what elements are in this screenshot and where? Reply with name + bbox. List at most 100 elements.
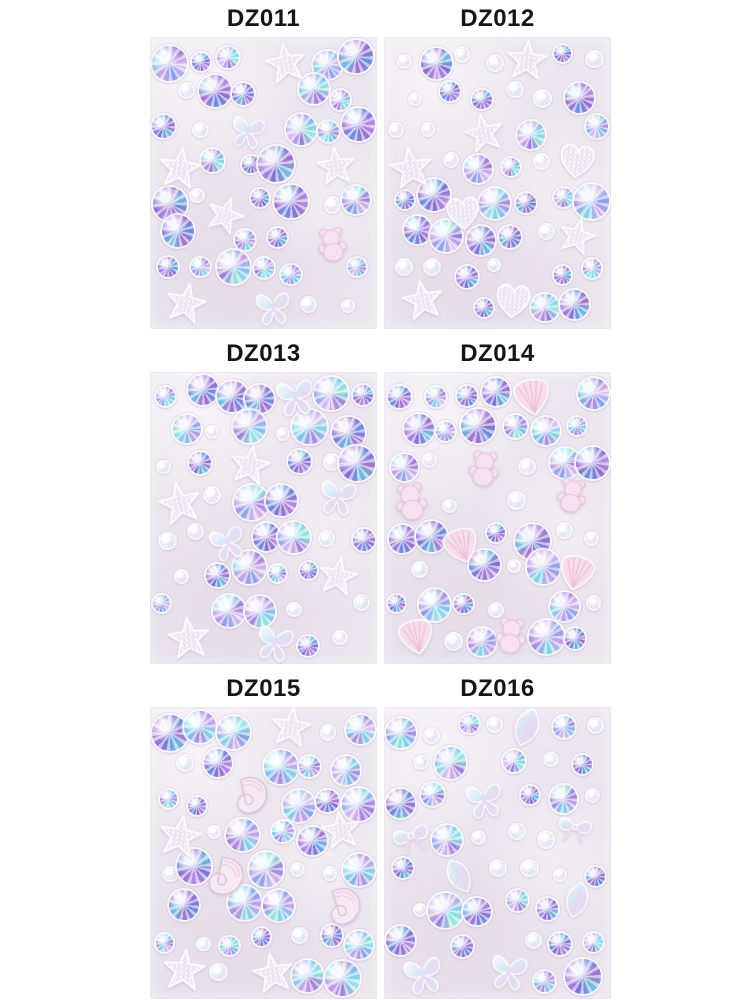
starfish-sticker [153,809,206,862]
rhinestone-gem [198,74,232,108]
rhinestone-gem [393,858,413,878]
rhinestone-gem [587,51,602,67]
rhinestone-gem [314,376,348,411]
rhinestone-gem [213,595,245,627]
rhinestone-gem [180,84,193,97]
rhinestone-gem [263,890,295,922]
rhinestone-gem [527,934,541,948]
rhinestone-gem [155,386,176,407]
rhinestone-gem [588,719,602,732]
rhinestone-gem [404,216,432,244]
rhinestone-gem [263,750,298,784]
rhinestone-gem [157,256,178,277]
rhinestone-gem [526,549,561,584]
rhinestone-gem [421,48,452,79]
rhinestone-gem [388,525,417,554]
bear-sticker [461,445,507,491]
rhinestone-gem [198,938,209,950]
rhinestone-gem [220,937,239,956]
rhinestone-gem [454,594,473,614]
rhinestone-gem [187,796,206,815]
rhinestone-gem [194,123,208,137]
rhinestone-gem [324,455,338,469]
rhinestone-gem [415,756,427,769]
rhinestone-gem [245,384,274,414]
rhinestone-gem [332,416,365,450]
starfish-sticker [247,947,298,998]
bear-sticker [549,471,595,517]
rhinestone-gem [469,549,500,581]
rhinestone-gem [339,40,373,74]
rhinestone-gem [324,868,336,879]
variant-code: DZ014 [460,340,535,367]
rhinestone-gem [426,387,447,408]
rhinestone-gem [421,783,444,806]
rhinestone-gem [217,46,240,69]
rhinestone-gem [155,934,174,952]
butterfly-sticker [250,283,296,329]
rhinestone-gem [242,155,261,174]
rhinestone-gem [266,485,297,516]
rhinestone-gem [415,904,426,916]
rhinestone-gem [201,149,224,172]
rhinestone-gem [534,155,548,168]
rhinestone-gem [434,747,466,779]
bear-sticker [309,222,354,267]
rhinestone-gem [549,784,578,813]
rhinestone-gem [564,83,595,113]
bear-sticker [386,476,436,526]
rhinestone-gem [244,596,276,627]
rhinestone-gem [341,107,375,141]
rhinestone-gem [191,257,210,277]
rhinestone-gem [472,90,492,110]
rhinestone-gem [299,74,329,105]
rhinestone-gem [287,603,300,616]
rhinestone-gem [233,484,270,521]
variant-code: DZ016 [460,675,535,702]
rhinestone-gem [258,146,294,182]
rhinestone-gem [587,789,599,801]
sticker-sheet [384,707,611,999]
starfish-sticker [160,277,212,329]
rhinestone-gem [330,90,351,110]
rhinestone-gem [424,729,438,742]
rhinestone-gem [318,120,340,142]
rhinestone-gem [188,451,211,475]
rhinestone-gem [440,81,461,102]
rhinestone-gem [339,445,375,482]
conch-sticker [199,850,251,902]
leaf-sticker [498,707,557,757]
rhinestone-gem [161,215,194,248]
starfish-sticker [266,707,316,752]
rhinestone-gem [474,298,494,317]
starfish-sticker [154,142,206,194]
rhinestone-gem [522,860,537,876]
rhinestone-gem [252,928,271,946]
sticker-sheet [150,37,377,329]
rhinestone-gem [187,375,218,406]
scallop-sticker [550,544,604,598]
rhinestone-gem [282,789,316,823]
rhinestone-gem [429,220,462,253]
rhinestone-gem [397,259,412,274]
rhinestone-gem [487,523,505,542]
rhinestone-gem [549,447,580,478]
variant-code: DZ015 [226,675,301,702]
rhinestone-gem [169,890,199,921]
rhinestone-gem [300,562,318,580]
rhinestone-gem [281,264,301,285]
rhinestone-gem [321,726,335,740]
rhinestone-gem [403,413,435,445]
rhinestone-gem [502,157,521,177]
rhinestone-gem [531,416,561,446]
rhinestone-gem [269,565,287,583]
rhinestone-gem [160,533,176,549]
rhinestone-gem [291,863,303,875]
rhinestone-gem [209,826,220,837]
rhinestone-gem [353,528,375,551]
rhinestone-gem [552,715,575,738]
rhinestone-gem [390,453,418,482]
rhinestone-gem [549,591,579,621]
rhinestone-gem [316,789,339,812]
rhinestone-gem [274,184,308,219]
